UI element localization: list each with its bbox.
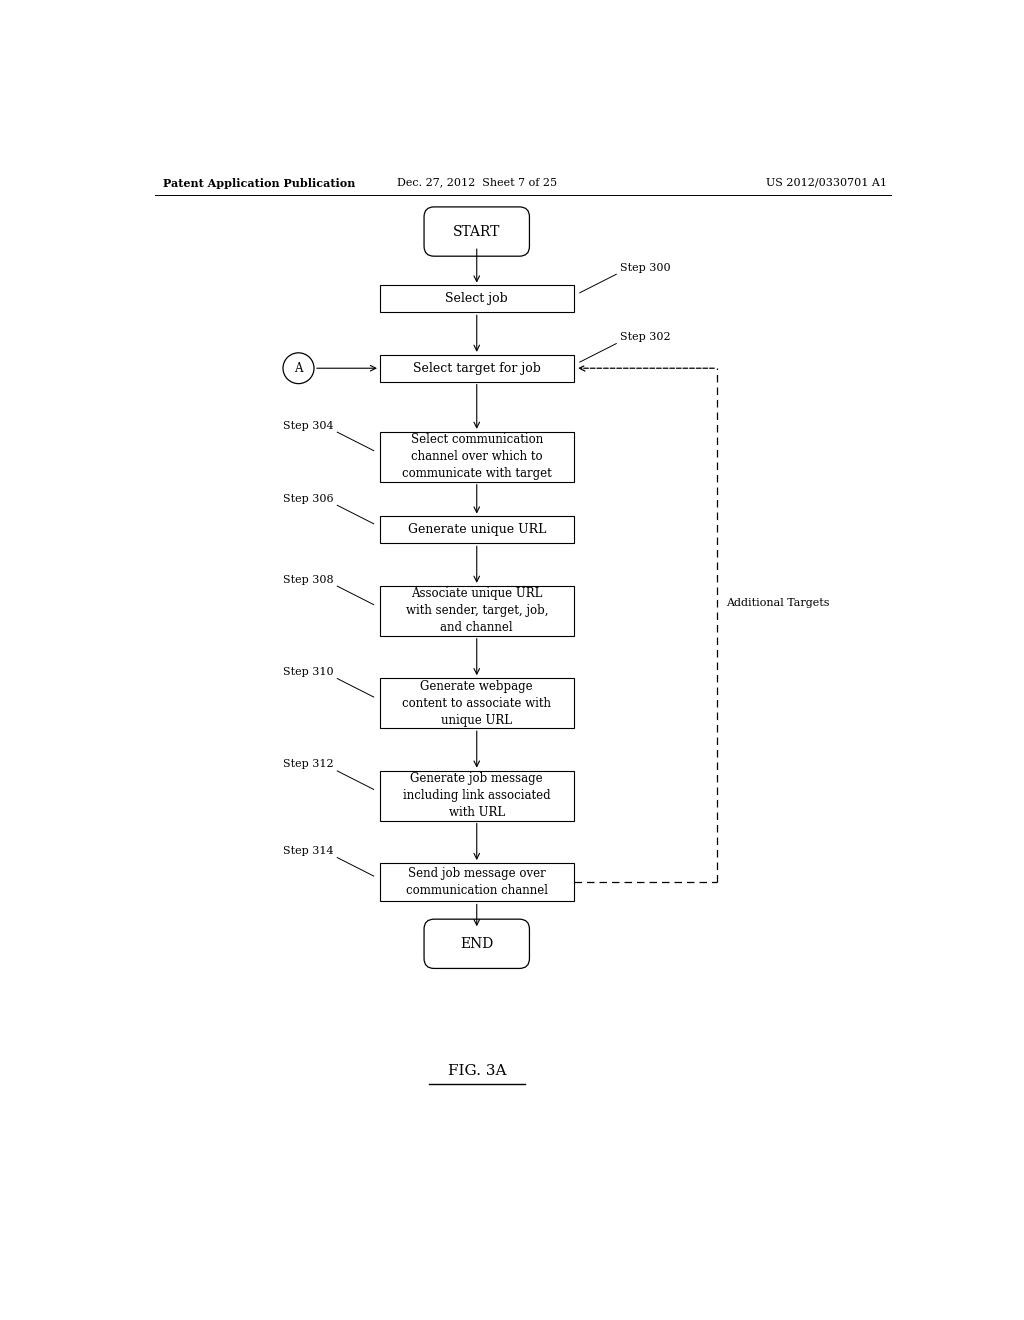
Text: Generate unique URL: Generate unique URL [408, 524, 546, 536]
Text: Step 314: Step 314 [283, 846, 334, 857]
Text: Generate webpage
content to associate with
unique URL: Generate webpage content to associate wi… [402, 680, 551, 727]
FancyBboxPatch shape [424, 919, 529, 969]
Text: Step 308: Step 308 [283, 574, 334, 585]
FancyBboxPatch shape [380, 678, 573, 729]
FancyBboxPatch shape [380, 586, 573, 636]
Text: Send job message over
communication channel: Send job message over communication chan… [406, 867, 548, 898]
FancyBboxPatch shape [380, 771, 573, 821]
Circle shape [283, 352, 314, 384]
Text: Generate job message
including link associated
with URL: Generate job message including link asso… [402, 772, 551, 820]
FancyBboxPatch shape [380, 355, 573, 381]
Text: Dec. 27, 2012  Sheet 7 of 25: Dec. 27, 2012 Sheet 7 of 25 [396, 178, 557, 187]
FancyBboxPatch shape [380, 432, 573, 482]
Text: Additional Targets: Additional Targets [726, 598, 829, 609]
Text: START: START [453, 224, 501, 239]
Text: Step 312: Step 312 [283, 759, 334, 770]
Text: US 2012/0330701 A1: US 2012/0330701 A1 [767, 178, 888, 187]
Text: Select target for job: Select target for job [413, 362, 541, 375]
Text: Step 306: Step 306 [283, 494, 334, 504]
FancyBboxPatch shape [380, 285, 573, 313]
FancyBboxPatch shape [380, 863, 573, 902]
Text: Step 310: Step 310 [283, 667, 334, 677]
Text: Select communication
channel over which to
communicate with target: Select communication channel over which … [401, 433, 552, 480]
Text: Step 300: Step 300 [621, 263, 671, 273]
Text: Select job: Select job [445, 293, 508, 305]
Text: END: END [460, 937, 494, 950]
Text: Associate unique URL
with sender, target, job,
and channel: Associate unique URL with sender, target… [406, 587, 548, 635]
Text: Step 304: Step 304 [283, 421, 334, 430]
FancyBboxPatch shape [380, 516, 573, 544]
Text: Patent Application Publication: Patent Application Publication [163, 178, 355, 189]
Text: Step 302: Step 302 [621, 333, 671, 342]
FancyBboxPatch shape [424, 207, 529, 256]
Text: A: A [294, 362, 303, 375]
Text: FIG. 3A: FIG. 3A [447, 1064, 506, 1078]
